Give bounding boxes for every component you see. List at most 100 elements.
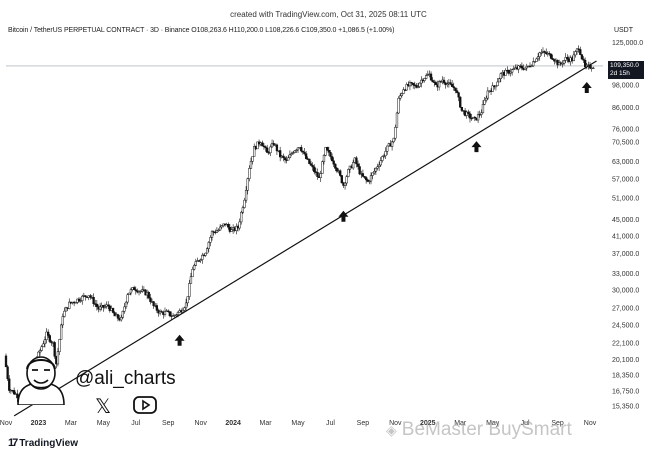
candle — [340, 175, 343, 184]
candle — [16, 393, 19, 399]
up-arrow-icon — [338, 210, 349, 222]
candle — [92, 297, 95, 304]
candle — [572, 54, 575, 62]
candle — [77, 298, 81, 302]
x-tick-label: Nov — [389, 420, 402, 427]
candle — [425, 75, 428, 79]
candle — [437, 81, 441, 88]
candle — [193, 265, 196, 270]
candle — [429, 73, 433, 81]
candle — [230, 229, 233, 232]
candle — [397, 98, 400, 114]
candle — [155, 305, 159, 311]
candle — [204, 252, 207, 256]
y-tick-label: 45,000.0 — [612, 217, 639, 224]
candle — [455, 90, 459, 93]
candle — [175, 314, 178, 316]
candle — [468, 113, 472, 119]
candle — [530, 65, 533, 67]
candle — [549, 53, 553, 59]
candle — [43, 339, 47, 345]
candle — [215, 230, 219, 233]
candle — [107, 304, 110, 307]
avatar-icon — [10, 353, 72, 410]
candle — [543, 51, 546, 53]
candle — [40, 346, 43, 351]
last-price-value: 109,350.0 — [610, 62, 639, 69]
x-tick-label: 2024 — [225, 420, 241, 427]
support-trendline — [13, 60, 597, 417]
candle — [293, 150, 296, 153]
candle — [575, 48, 579, 52]
x-tick-label: Jul — [131, 420, 140, 427]
candle — [361, 173, 365, 177]
candle — [373, 171, 376, 174]
candle — [191, 268, 194, 278]
candle — [485, 97, 488, 101]
candle — [423, 78, 426, 81]
candle — [535, 58, 538, 62]
candle — [128, 292, 131, 295]
candle — [408, 82, 412, 87]
y-tick-label: 63,000.0 — [612, 159, 639, 166]
candle — [64, 307, 68, 312]
candle — [494, 85, 498, 88]
tradingview-brand-label: TradingView — [19, 437, 78, 449]
candle — [371, 172, 374, 176]
x-tick-label: May — [486, 420, 500, 427]
candle — [48, 335, 51, 342]
candle — [227, 223, 230, 228]
candle — [282, 155, 285, 158]
candle — [269, 146, 272, 154]
candle — [511, 69, 514, 73]
y-tick-label: 15,350.0 — [612, 404, 639, 411]
candle — [382, 155, 386, 157]
candle — [167, 310, 170, 312]
candle — [481, 104, 485, 114]
candle — [321, 161, 324, 174]
candle — [520, 65, 524, 69]
candle — [330, 156, 334, 162]
x-tick-label: Mar — [454, 420, 467, 427]
candle — [228, 226, 232, 232]
candle — [288, 154, 292, 159]
candle — [416, 86, 420, 88]
y-tick-label: 27,000.0 — [612, 306, 639, 313]
candle — [405, 84, 408, 91]
candle — [149, 297, 152, 302]
tradingview-brand: 17 TradingView — [8, 437, 78, 449]
currency-label: USDT — [613, 27, 633, 34]
candle — [364, 177, 368, 181]
candle — [266, 147, 269, 153]
candle — [168, 311, 172, 316]
candle — [58, 339, 61, 352]
up-arrow-icon — [471, 141, 482, 153]
candle — [139, 290, 142, 293]
candle — [374, 167, 378, 172]
candle — [400, 93, 403, 96]
x-tick-label: Mar — [65, 420, 78, 427]
candle — [381, 156, 384, 161]
up-arrow-icon — [581, 81, 592, 93]
candle — [584, 60, 587, 68]
candle — [103, 306, 107, 308]
candle — [61, 316, 64, 326]
candle — [579, 49, 582, 55]
candle — [176, 311, 180, 315]
y-tick-label: 22,100.0 — [612, 340, 639, 347]
candle — [517, 65, 520, 70]
candle — [188, 283, 191, 297]
candle — [210, 231, 214, 238]
candle — [386, 145, 389, 152]
candle — [352, 162, 355, 169]
y-tick-label: 41,000.0 — [612, 233, 639, 240]
candle — [81, 295, 84, 301]
candle — [533, 61, 537, 63]
candle — [42, 343, 45, 347]
candle — [253, 146, 256, 157]
candle — [264, 146, 267, 149]
candle — [249, 161, 253, 169]
candle — [261, 142, 264, 147]
candle — [410, 82, 413, 84]
